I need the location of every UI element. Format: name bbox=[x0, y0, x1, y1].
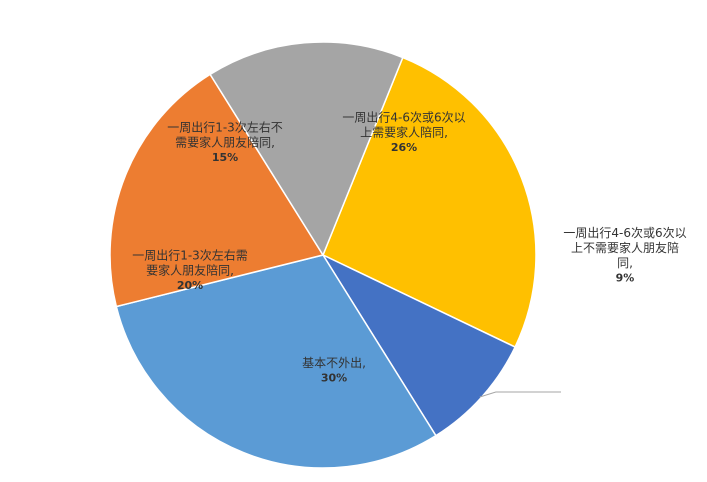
slice-label: 需要家人朋友陪同, bbox=[175, 135, 275, 150]
leader-line bbox=[479, 391, 561, 398]
slice-label: 上需要家人陪同, bbox=[360, 125, 448, 140]
pie-slice bbox=[209, 41, 404, 257]
slice-percent-label: 15% bbox=[212, 151, 238, 164]
slice-label: 要家人朋友陪同, bbox=[146, 263, 234, 278]
pie-slice bbox=[115, 254, 437, 469]
slice-label: 同, bbox=[617, 256, 633, 270]
data-label: 基本不外出, 30% bbox=[302, 356, 366, 385]
slice-label: 一周出行4-6次或6次以 bbox=[342, 111, 465, 125]
pie-slice bbox=[320, 253, 517, 437]
slice-label: 一周出行1-3次左右需 bbox=[132, 248, 248, 263]
slice-percent-label: 30% bbox=[321, 372, 347, 385]
slice-percent-label: 26% bbox=[391, 141, 417, 154]
slice-label: 基本不外出, bbox=[302, 356, 366, 370]
slice-label: 一周出行1-3次左右不 bbox=[167, 120, 283, 135]
slice-label: 上不需要家人朋友陪 bbox=[571, 240, 679, 255]
slice-percent-label: 20% bbox=[177, 279, 203, 292]
slice-label: 一周出行4-6次或6次以 bbox=[563, 226, 686, 240]
pie-slice bbox=[109, 73, 325, 308]
pie-slice bbox=[322, 56, 537, 349]
slice-percent-label: 9% bbox=[616, 272, 635, 285]
